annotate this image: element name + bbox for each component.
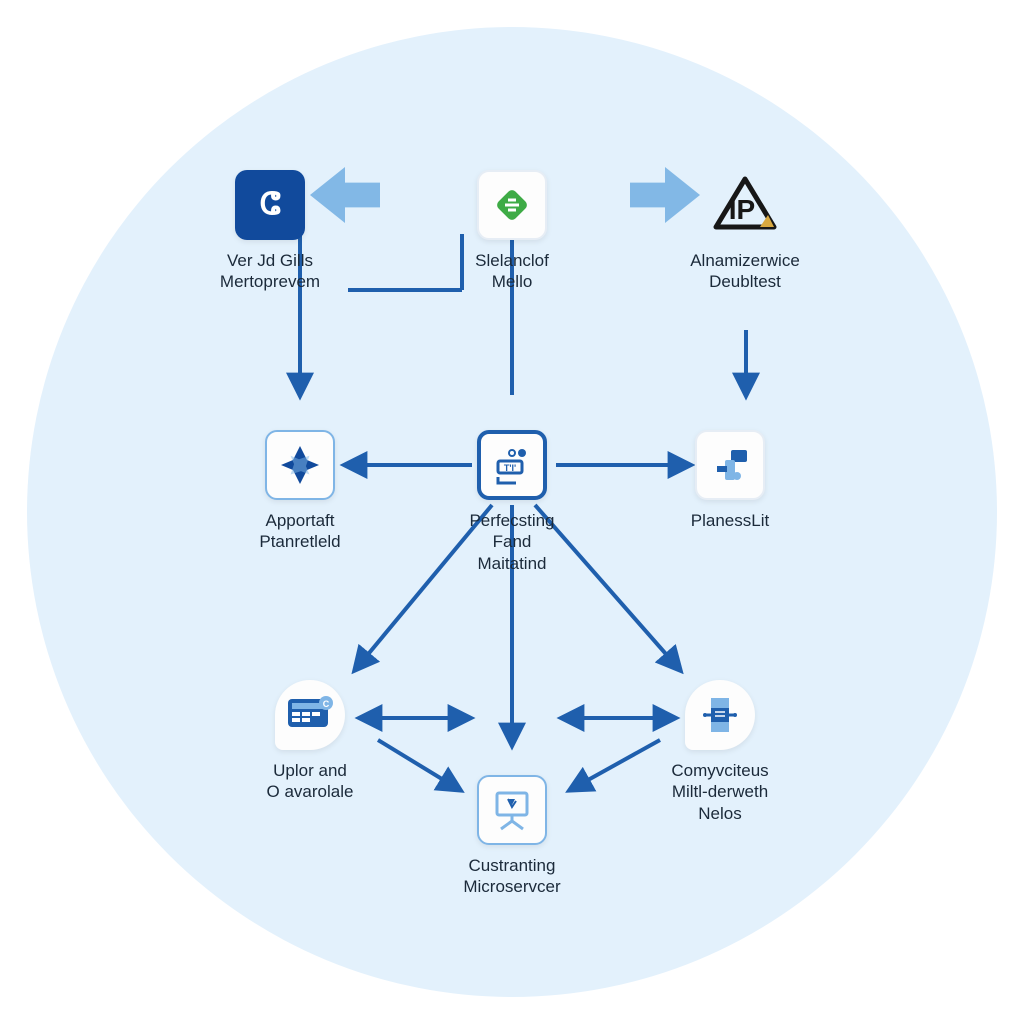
presentation-icon bbox=[477, 775, 547, 845]
node-n6: PlanessLit bbox=[650, 430, 810, 531]
svg-text:ⵛ: ⵛ bbox=[260, 188, 281, 221]
node-label: Slelanclof Mello bbox=[432, 250, 592, 293]
svg-text:T'I': T'I' bbox=[504, 463, 516, 473]
node-n1: ⵛ Ver Jd Gills Mertoprevem bbox=[190, 170, 350, 293]
node-n9: Comyvciteus Miltl-derweth Nelos bbox=[640, 680, 800, 824]
node-label: Apportaft Ptanretleld bbox=[220, 510, 380, 553]
monitor-icon: T'I' bbox=[477, 430, 547, 500]
server-icon bbox=[685, 680, 755, 750]
node-label: Comyvciteus Miltl-derweth Nelos bbox=[640, 760, 800, 824]
node-n3: IP Alnamizerwice Deubltest bbox=[665, 170, 825, 293]
node-label: Uplor and O avarolale bbox=[230, 760, 390, 803]
node-label: Ver Jd Gills Mertoprevem bbox=[190, 250, 350, 293]
node-label: Perfecsting Fand Maitatind bbox=[432, 510, 592, 574]
diagram-container: ⵛ Ver Jd Gills Mertoprevem Slelanclof Mell… bbox=[0, 0, 1024, 1024]
node-n8: Custranting Microservcer bbox=[432, 775, 592, 898]
green-diamond-icon bbox=[477, 170, 547, 240]
node-label: PlanessLit bbox=[650, 510, 810, 531]
node-n2: Slelanclof Mello bbox=[432, 170, 592, 293]
kc-logo-icon: ⵛ bbox=[235, 170, 305, 240]
svg-text:IP: IP bbox=[729, 194, 755, 225]
svg-text:C: C bbox=[323, 699, 330, 709]
dashboard-icon: C bbox=[275, 680, 345, 750]
node-n4: Apportaft Ptanretleld bbox=[220, 430, 380, 553]
node-label: Custranting Microservcer bbox=[432, 855, 592, 898]
node-label: Alnamizerwice Deubltest bbox=[665, 250, 825, 293]
node-n5: T'I' Perfecsting Fand Maitatind bbox=[432, 430, 592, 574]
ip-triangle-icon: IP bbox=[702, 170, 788, 240]
node-n7: C Uplor and O avarolale bbox=[230, 680, 390, 803]
blue-star-icon bbox=[265, 430, 335, 500]
tool-icon bbox=[695, 430, 765, 500]
